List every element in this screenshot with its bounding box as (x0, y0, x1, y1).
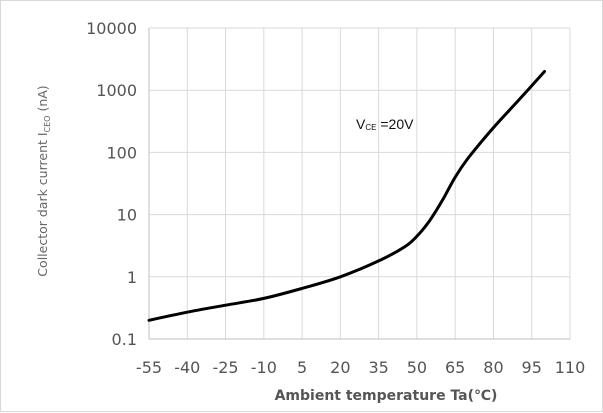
x-tick-label: 110 (555, 358, 586, 377)
x-tick-label: -40 (174, 358, 200, 377)
y-tick-label: 1 (127, 268, 137, 287)
y-tick-labels: 0.1 1 10 100 1000 10000 (86, 19, 137, 349)
x-tick-label: 35 (368, 358, 388, 377)
grid (148, 27, 571, 340)
y-tick-label: 0.1 (112, 330, 137, 349)
x-tick-label: 95 (522, 358, 542, 377)
x-tick-label: 20 (330, 358, 350, 377)
y-tick-label: 10 (117, 206, 137, 225)
x-tick-label: 80 (483, 358, 503, 377)
x-tick-label: -55 (136, 358, 162, 377)
y-tick-label: 100 (106, 143, 137, 162)
x-tick-labels: -55 -40 -25 -10 5 20 35 50 65 80 95 110 (136, 358, 585, 377)
x-axis-label: Ambient temperature Ta(℃) (275, 388, 498, 404)
x-tick-label: 65 (445, 358, 465, 377)
y-tick-label: 10000 (86, 19, 137, 38)
annotation-vce: VCE =20V (356, 116, 414, 132)
y-axis-label: Collector dark current ICEO (nA) (35, 85, 52, 276)
x-tick-label: -10 (251, 358, 277, 377)
x-tick-label: 5 (297, 358, 307, 377)
series-line (147, 70, 546, 322)
x-tick-label: -25 (212, 358, 238, 377)
y-tick-label: 1000 (96, 81, 137, 100)
x-tick-label: 50 (407, 358, 427, 377)
